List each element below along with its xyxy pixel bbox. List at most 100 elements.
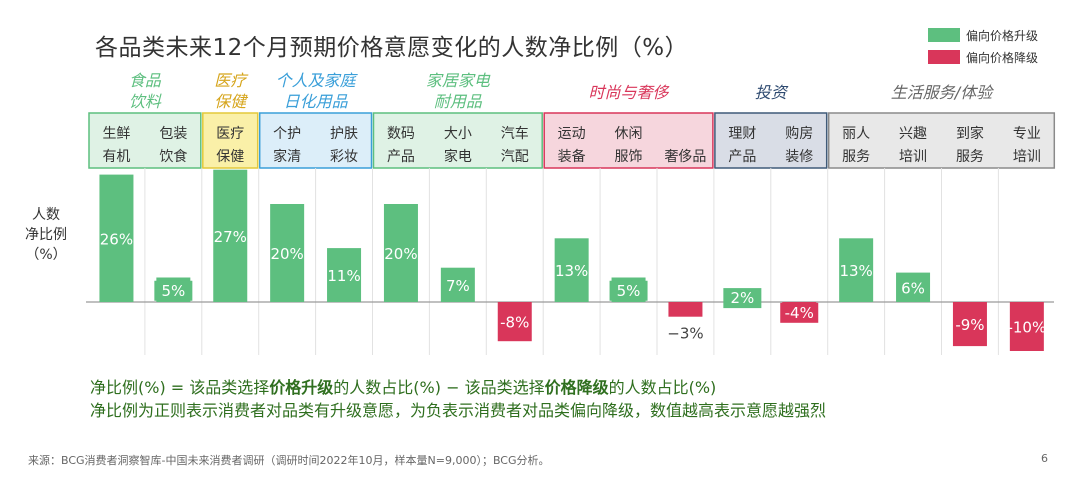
y-axis-label-line1: 人数 <box>32 207 60 223</box>
category-label-6-line1: 家电 <box>444 148 472 165</box>
category-label-9-line1: 服饰 <box>615 149 643 165</box>
category-label-16-line1: 培训 <box>1013 149 1041 165</box>
category-label-15-line0: 到家 <box>956 125 984 142</box>
legend: 偏向价格升级 偏向价格降级 <box>928 24 1038 68</box>
source-note: 来源：BCG消费者洞察智库-中国未来消费者调研（调研时间2022年10月，样本量… <box>28 454 550 467</box>
data-label-15: -9% <box>955 316 984 334</box>
category-label-1-line0: 包装 <box>159 126 187 142</box>
category-label-11-line1: 产品 <box>728 149 756 165</box>
data-label-5: 20% <box>384 245 417 263</box>
group-name-5-line0: 投资 <box>755 83 789 102</box>
group-name-6-line0: 生活服务/体验 <box>891 83 994 102</box>
category-label-12-line1: 装修 <box>785 149 813 165</box>
formula-text-e: 的人数占比(%) <box>608 378 717 397</box>
group-name-2-line0: 个人及家庭 <box>276 71 359 90</box>
bar-15 <box>952 302 987 347</box>
category-label-0-line1: 有机 <box>102 149 130 165</box>
bar-14 <box>896 272 931 302</box>
data-label-12: -4% <box>785 304 814 322</box>
data-label-1: 5% <box>161 282 185 300</box>
formula-text-a: 净比例(%) = 该品类选择 <box>90 378 270 397</box>
data-label-0: 26% <box>100 230 133 248</box>
data-label-7: -8% <box>500 314 529 332</box>
data-label-11: 2% <box>730 289 754 307</box>
data-label-6: 7% <box>446 277 470 295</box>
category-label-14-line0: 兴趣 <box>899 126 927 142</box>
bar-2 <box>213 169 248 302</box>
bar-6 <box>440 267 475 302</box>
category-label-3-line0: 个护 <box>273 126 301 142</box>
formula-line1: 净比例(%) = 该品类选择价格升级的人数占比(%) − 该品类选择价格降级的人… <box>90 376 826 399</box>
data-label-bg-9 <box>609 280 648 301</box>
bar-7 <box>497 302 532 342</box>
category-label-13-line0: 丽人 <box>842 126 870 142</box>
category-label-2-line0: 医疗 <box>216 126 244 142</box>
data-label-16: -10% <box>1007 319 1046 337</box>
data-label-4: 11% <box>327 267 360 285</box>
bar-8 <box>554 238 589 302</box>
category-label-5-line1: 产品 <box>387 149 415 165</box>
formula-downgrade-term: 价格降级 <box>544 378 609 397</box>
category-label-7-line1: 汽配 <box>501 149 529 165</box>
data-label-8: 13% <box>555 262 588 280</box>
category-group-box-4 <box>543 112 714 169</box>
category-label-14-line1: 培训 <box>899 149 927 165</box>
bar-4 <box>327 248 362 302</box>
category-label-4-line1: 彩妆 <box>330 149 358 165</box>
legend-label-downgrade: 偏向价格降级 <box>966 50 1039 65</box>
category-label-12-line0: 购房 <box>785 126 813 142</box>
category-label-2-line1: 保健 <box>216 149 244 165</box>
category-label-16-line0: 专业 <box>1013 126 1041 142</box>
data-label-3: 20% <box>270 245 303 263</box>
y-axis-label-line3: （%） <box>25 247 67 263</box>
category-label-6-line0: 大小 <box>444 126 472 142</box>
data-label-2: 27% <box>214 228 247 246</box>
group-name-3-line1: 耐用品 <box>434 92 483 111</box>
formula-upgrade-term: 价格升级 <box>269 378 334 397</box>
category-group-box-2 <box>258 112 373 169</box>
formula-line2: 净比例为正则表示消费者对品类有升级意愿，为负表示消费者对品类偏向降级，数值越高表… <box>90 401 827 420</box>
data-label-9: 5% <box>617 282 641 300</box>
category-label-7-line0: 汽车 <box>501 125 529 142</box>
legend-item-downgrade: 偏向价格降级 <box>928 46 1038 68</box>
category-label-4-line0: 护肤 <box>330 126 358 142</box>
formula-note: 净比例(%) = 该品类选择价格升级的人数占比(%) − 该品类选择价格降级的人… <box>90 376 826 422</box>
formula-text-c: 的人数占比(%) − 该品类选择 <box>333 378 545 397</box>
legend-label-upgrade: 偏向价格升级 <box>966 28 1039 43</box>
category-group-box-6 <box>827 112 1056 169</box>
group-name-0-line1: 饮料 <box>129 92 162 111</box>
category-group-box-3 <box>372 112 543 169</box>
legend-swatch-downgrade <box>928 50 960 64</box>
category-label-0-line0: 生鲜 <box>102 126 130 142</box>
category-label-10-line0: 奢侈品 <box>664 149 706 165</box>
chart-title: 各品类未来12个月预期价格意愿变化的人数净比例（%） <box>95 35 689 61</box>
category-label-9-line0: 休闲 <box>615 126 643 142</box>
category-group-box-5 <box>714 112 828 169</box>
bar-3 <box>270 204 305 302</box>
group-name-3-line0: 家居家电 <box>426 71 491 90</box>
data-label-10: −3% <box>667 325 703 343</box>
bar-13 <box>839 238 874 302</box>
category-label-1-line1: 饮食 <box>159 148 187 165</box>
y-axis-label: 人数 净比例 （%） <box>18 205 74 265</box>
group-name-2-line1: 日化用品 <box>284 92 349 111</box>
group-name-4-line0: 时尚与奢侈 <box>589 83 670 102</box>
data-label-14: 6% <box>901 279 925 297</box>
category-group-box-1 <box>202 112 259 169</box>
data-label-bg-12 <box>780 302 819 323</box>
page-number: 6 <box>1041 452 1048 465</box>
category-label-13-line1: 服务 <box>842 149 870 165</box>
category-label-8-line0: 运动 <box>558 126 586 142</box>
group-name-0-line0: 食品 <box>129 71 162 90</box>
y-axis-label-line2: 净比例 <box>25 227 67 243</box>
bar-5 <box>383 204 418 302</box>
group-name-1-line0: 医疗 <box>214 71 249 90</box>
data-label-bg-11 <box>723 288 762 309</box>
category-label-3-line1: 家清 <box>273 148 301 165</box>
bar-10 <box>668 302 703 317</box>
data-label-13: 13% <box>839 262 872 280</box>
legend-item-upgrade: 偏向价格升级 <box>928 24 1038 46</box>
bar-0 <box>99 174 134 302</box>
